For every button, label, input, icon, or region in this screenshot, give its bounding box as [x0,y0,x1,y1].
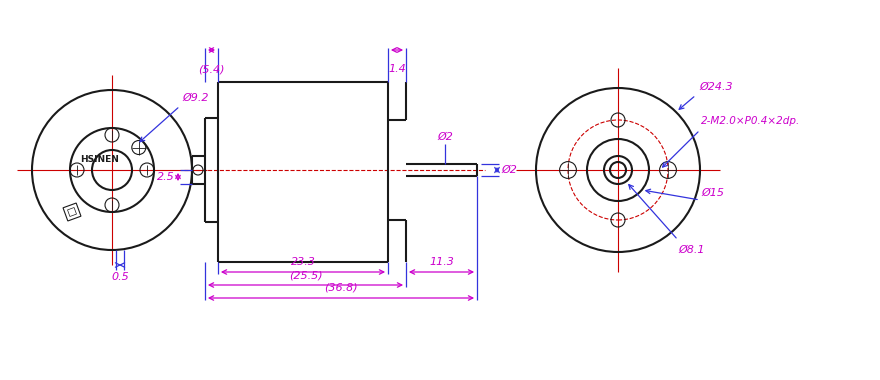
Text: (36.8): (36.8) [324,283,358,293]
Text: Ø9.2: Ø9.2 [182,93,209,103]
Text: Ø15: Ø15 [701,188,724,198]
Text: 11.3: 11.3 [429,257,454,267]
Text: 0.5: 0.5 [111,272,128,282]
Text: Ø2: Ø2 [501,165,517,175]
Text: (5.4): (5.4) [198,64,224,74]
Text: Ø24.3: Ø24.3 [699,82,733,92]
Text: 23.3: 23.3 [290,257,315,267]
Text: HSINEN: HSINEN [81,155,120,165]
Text: 2-M2.0×P0.4×2dp.: 2-M2.0×P0.4×2dp. [701,116,800,126]
Text: 2.5: 2.5 [158,172,175,182]
Text: Ø2: Ø2 [437,132,453,142]
Text: (25.5): (25.5) [289,270,322,280]
Text: 1.4: 1.4 [388,64,406,74]
Text: Ø8.1: Ø8.1 [678,245,705,255]
